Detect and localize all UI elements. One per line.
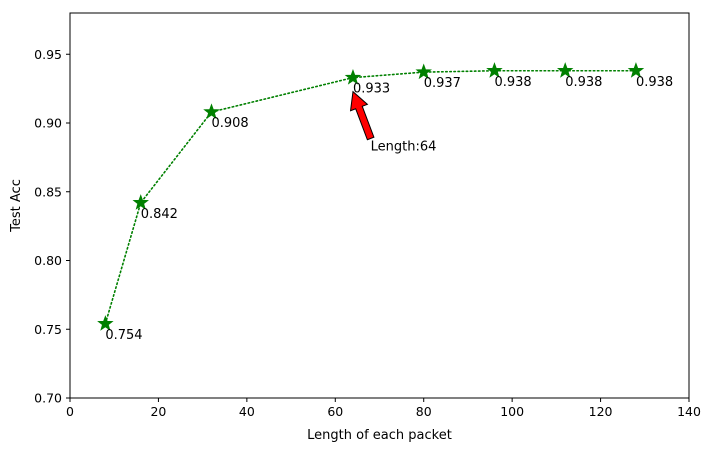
- x-tick-label: 40: [239, 404, 255, 419]
- data-label: 0.933: [353, 82, 390, 97]
- y-tick-label: 0.90: [34, 116, 62, 131]
- x-tick-label: 60: [327, 404, 343, 419]
- x-tick-label: 140: [677, 404, 701, 419]
- data-label: 0.937: [424, 76, 461, 91]
- data-label: 0.754: [105, 328, 142, 343]
- data-point-star: [97, 315, 114, 331]
- data-point-star: [344, 68, 362, 85]
- data-label: 0.938: [565, 75, 602, 90]
- data-point-star: [203, 103, 220, 120]
- annotation-text: Length:64: [371, 140, 437, 155]
- x-axis-label: Length of each packet: [307, 428, 452, 443]
- x-tick-label: 80: [416, 404, 432, 419]
- axes-layer: 0 20 40 60 80 100 120 140 0.70 0.75 0.80 0.85 0.90 0.…: [34, 12, 701, 419]
- x-tick-label: 120: [589, 404, 613, 419]
- data-point-star: [556, 62, 574, 78]
- y-tick-label: 0.75: [34, 322, 62, 337]
- x-tick-label: 0: [66, 404, 74, 419]
- y-tick-label: 0.95: [34, 47, 62, 62]
- x-tick-label: 100: [500, 404, 524, 419]
- data-point-star: [415, 63, 432, 80]
- series-line: [104, 69, 637, 325]
- data-point-star: [486, 62, 503, 78]
- data-label: 0.938: [494, 75, 531, 90]
- plot-frame: [69, 12, 690, 399]
- annotation-layer: Length:64: [349, 90, 437, 155]
- data-label: 0.842: [141, 207, 178, 222]
- y-tick-label: 0.80: [34, 253, 62, 268]
- series-layer: 0.754 0.842 0.908 0.933 0.937 0.938 0.938 0.938: [97, 62, 673, 343]
- plot-background: [70, 13, 689, 398]
- data-point-star: [132, 194, 149, 210]
- y-axis-label: Test Acc: [9, 179, 24, 233]
- data-point-star: [627, 62, 645, 78]
- y-tick-label: 0.85: [34, 184, 62, 199]
- data-label: 0.938: [636, 75, 673, 90]
- annotation-arrow: [349, 90, 375, 141]
- data-label: 0.908: [211, 116, 248, 131]
- y-tick-label: 0.70: [34, 391, 62, 406]
- x-tick-label: 20: [150, 404, 166, 419]
